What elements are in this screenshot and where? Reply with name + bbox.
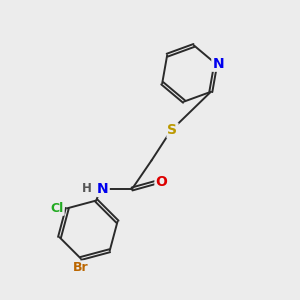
- Text: N: N: [97, 182, 109, 196]
- Text: S: S: [167, 124, 178, 137]
- Text: Br: Br: [73, 262, 88, 275]
- Text: H: H: [82, 182, 92, 195]
- Text: N: N: [212, 57, 224, 71]
- Text: O: O: [155, 175, 167, 188]
- Text: Cl: Cl: [50, 202, 64, 215]
